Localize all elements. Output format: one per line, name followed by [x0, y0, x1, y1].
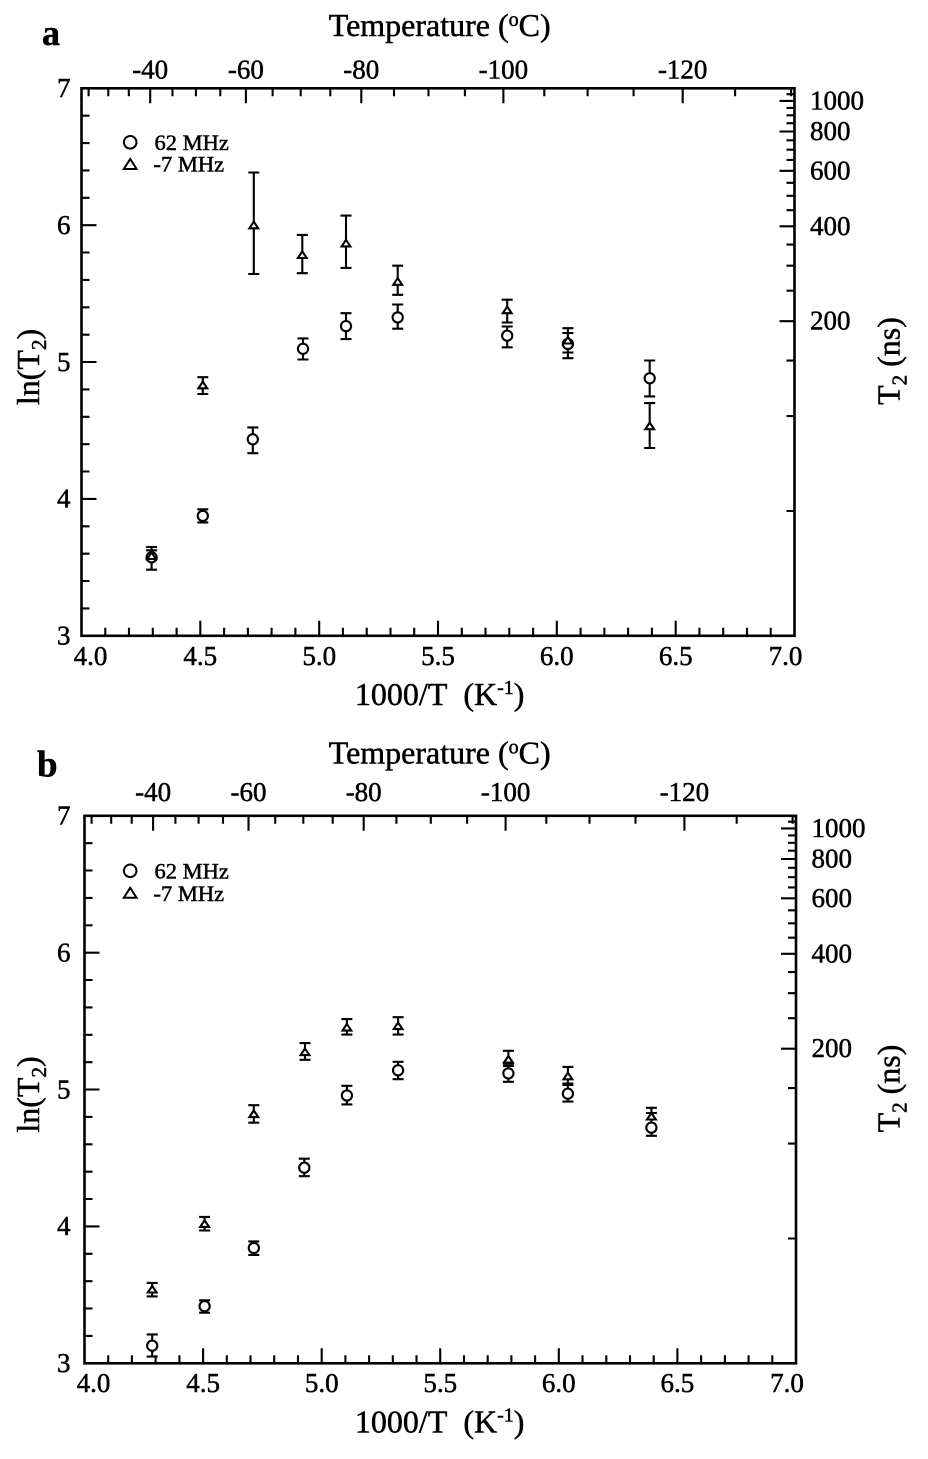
svg-text:62 MHz: 62 MHz — [155, 858, 229, 883]
svg-text:-120: -120 — [658, 55, 708, 85]
svg-text:7.0: 7.0 — [770, 1368, 804, 1398]
svg-text:-80: -80 — [343, 55, 379, 85]
svg-text:Temperature (oC): Temperature (oC) — [329, 735, 551, 771]
svg-text:-40: -40 — [132, 55, 168, 85]
svg-text:-100: -100 — [481, 777, 531, 807]
svg-text:b: b — [37, 745, 58, 786]
svg-text:6.0: 6.0 — [540, 641, 574, 671]
svg-text:ln(T2): ln(T2) — [10, 1056, 51, 1132]
svg-text:-60: -60 — [231, 777, 267, 807]
svg-text:4.5: 4.5 — [186, 1368, 220, 1398]
svg-text:200: 200 — [812, 1033, 853, 1063]
svg-text:6: 6 — [57, 210, 71, 240]
svg-text:7.0: 7.0 — [769, 641, 803, 671]
svg-text:T2 (ns): T2 (ns) — [871, 317, 912, 405]
svg-text:7: 7 — [57, 73, 71, 103]
svg-text:800: 800 — [810, 116, 851, 146]
svg-text:600: 600 — [812, 883, 853, 913]
svg-text:5.0: 5.0 — [305, 1368, 339, 1398]
svg-text:5.0: 5.0 — [302, 641, 336, 671]
svg-text:-120: -120 — [660, 777, 710, 807]
svg-text:-60: -60 — [228, 55, 264, 85]
svg-text:4.0: 4.0 — [74, 641, 108, 671]
svg-text:4.0: 4.0 — [77, 1368, 111, 1398]
svg-text:a: a — [42, 13, 60, 53]
svg-text:4: 4 — [57, 1211, 71, 1241]
svg-text:6.5: 6.5 — [661, 1368, 695, 1398]
svg-text:5: 5 — [57, 1074, 71, 1104]
svg-text:200: 200 — [810, 306, 851, 336]
svg-text:1000: 1000 — [810, 85, 864, 115]
svg-text:1000/T (K-1): 1000/T (K-1) — [355, 1403, 525, 1439]
svg-text:3: 3 — [57, 621, 71, 651]
svg-text:-100: -100 — [479, 55, 529, 85]
svg-text:3: 3 — [57, 1348, 71, 1378]
svg-text:4: 4 — [57, 484, 71, 514]
svg-text:5.5: 5.5 — [421, 641, 455, 671]
svg-text:1000/T (K-1): 1000/T (K-1) — [355, 676, 525, 712]
svg-text:1000: 1000 — [812, 813, 866, 843]
svg-text:ln(T2): ln(T2) — [10, 329, 51, 405]
svg-text:4.5: 4.5 — [183, 641, 217, 671]
svg-text:62 MHz: 62 MHz — [155, 130, 229, 155]
svg-text:400: 400 — [810, 211, 851, 241]
svg-text:-80: -80 — [346, 777, 382, 807]
svg-text:-40: -40 — [135, 777, 171, 807]
svg-text:600: 600 — [810, 155, 851, 185]
svg-text:6.0: 6.0 — [542, 1368, 576, 1398]
svg-text:800: 800 — [812, 844, 853, 874]
svg-text:-7 MHz: -7 MHz — [154, 881, 225, 906]
svg-text:T2 (ns): T2 (ns) — [871, 1045, 912, 1133]
svg-text:7: 7 — [57, 801, 71, 831]
svg-text:400: 400 — [812, 938, 853, 968]
svg-text:5.5: 5.5 — [423, 1368, 457, 1398]
svg-text:6: 6 — [57, 938, 71, 968]
svg-text:6.5: 6.5 — [659, 641, 693, 671]
svg-text:5: 5 — [57, 347, 71, 377]
svg-text:-7 MHz: -7 MHz — [154, 152, 225, 177]
